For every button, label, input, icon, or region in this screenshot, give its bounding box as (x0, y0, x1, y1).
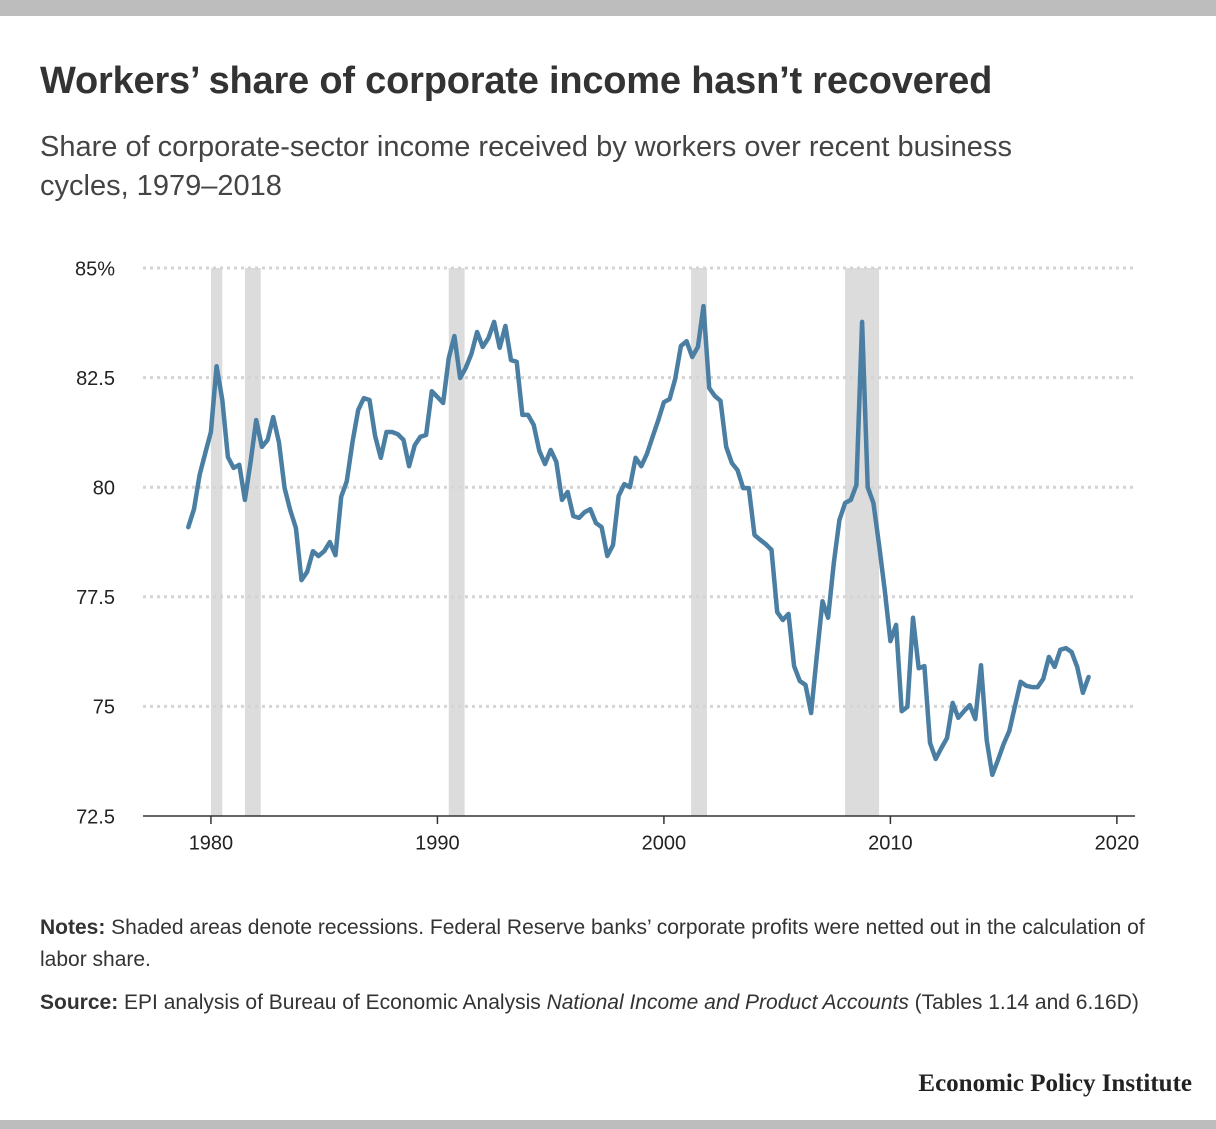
recession-shade (210, 268, 223, 816)
source: Source: EPI analysis of Bureau of Econom… (40, 987, 1170, 1019)
recession-shade (691, 268, 707, 816)
bottom-bar (0, 1120, 1216, 1129)
x-tick-label: 1990 (415, 832, 460, 854)
y-tick-label: 72.5 (76, 806, 115, 828)
y-tick-label: 80 (93, 477, 115, 499)
x-tick-label: 1980 (189, 832, 234, 854)
source-label: Source: (40, 991, 119, 1014)
publisher-logo: Economic Policy Institute (918, 1070, 1192, 1097)
chart-title: Workers’ share of corporate income hasn’… (40, 60, 993, 102)
source-italic: National Income and Product Accounts (546, 991, 909, 1014)
recession-shade (244, 268, 261, 816)
x-tick-label: 2010 (868, 832, 913, 854)
notes-label: Notes: (40, 916, 106, 939)
top-bar (0, 0, 1216, 16)
x-tick-label: 2000 (642, 832, 687, 854)
source-text: (Tables 1.14 and 6.16D) (908, 991, 1139, 1014)
y-tick-label: 85% (75, 258, 115, 280)
y-tick-label: 75 (93, 697, 115, 719)
y-tick-label: 77.5 (76, 587, 115, 609)
notes: Notes: Shaded areas denote recessions. F… (40, 912, 1170, 976)
notes-text: Shaded areas denote recessions. Federal … (40, 916, 1145, 971)
data-line (186, 303, 1091, 778)
x-tick-label: 2020 (1095, 832, 1140, 854)
source-text: EPI analysis of Bureau of Economic Analy… (118, 991, 547, 1014)
chart-subtitle: Share of corporate-sector income receive… (40, 131, 1012, 202)
y-tick-label: 82.5 (76, 368, 115, 390)
recession-shade (448, 268, 465, 816)
